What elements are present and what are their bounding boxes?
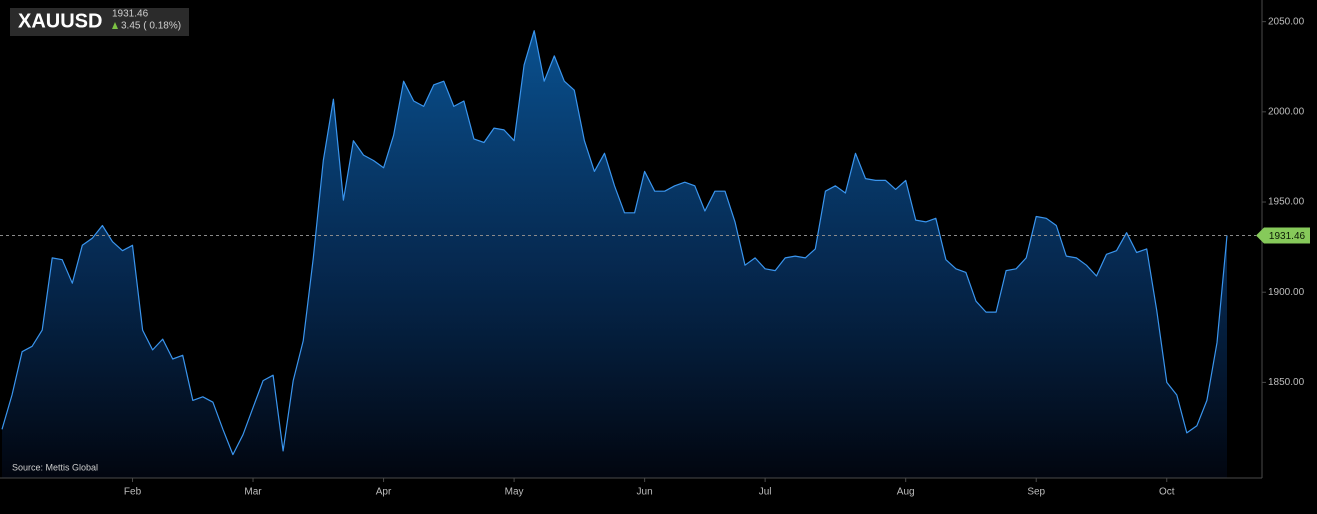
- x-tick-label: Oct: [1159, 487, 1175, 498]
- symbol: XAUUSD: [18, 10, 102, 32]
- source: Source: Mettis Global: [12, 462, 98, 472]
- x-tick-label: Jul: [759, 487, 772, 498]
- y-tick-label: 1950.00: [1268, 197, 1305, 208]
- price-line: [1, 30, 1228, 456]
- x-tick-label: Apr: [376, 487, 392, 498]
- x-tick-label: Aug: [897, 487, 915, 498]
- y-tick-label: 2050.00: [1268, 16, 1305, 27]
- y-tick-label: 1900.00: [1268, 287, 1305, 298]
- x-tick-label: Sep: [1027, 487, 1045, 498]
- last-value-tag: [1256, 227, 1310, 244]
- change: 3.45 ( 0.18%): [121, 21, 181, 32]
- up-arrow: [112, 22, 118, 29]
- price: 1931.46: [112, 9, 149, 20]
- x-tick-label: Mar: [244, 487, 262, 498]
- y-tick-label: 2000.00: [1268, 106, 1305, 117]
- last-value-label: 1931.46: [1269, 231, 1306, 242]
- area-fill: [2, 30, 1227, 478]
- y-tick-label: 1850.00: [1268, 377, 1305, 388]
- x-tick-label: May: [505, 487, 524, 498]
- x-tick-label: Jun: [637, 487, 653, 498]
- header-box: [10, 8, 189, 36]
- x-tick-label: Feb: [124, 487, 142, 498]
